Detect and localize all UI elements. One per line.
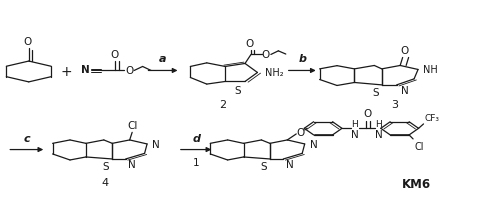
Text: Cl: Cl <box>127 120 138 130</box>
Text: 1: 1 <box>193 157 200 167</box>
Text: N: N <box>80 65 90 75</box>
Text: S: S <box>102 162 109 171</box>
Text: N: N <box>310 139 318 149</box>
Text: S: S <box>260 162 266 171</box>
Text: 4: 4 <box>101 177 108 187</box>
Text: N: N <box>286 160 294 169</box>
Text: CF₃: CF₃ <box>424 113 440 122</box>
Text: +: + <box>60 65 72 79</box>
Text: O: O <box>296 127 304 137</box>
Text: N: N <box>351 130 359 140</box>
Text: O: O <box>262 50 270 60</box>
Text: 3: 3 <box>390 99 398 109</box>
Text: N: N <box>400 86 408 96</box>
Text: KM6: KM6 <box>402 177 431 190</box>
Text: NH₂: NH₂ <box>265 68 283 78</box>
Text: H: H <box>376 119 382 128</box>
Text: c: c <box>24 133 30 143</box>
Text: O: O <box>110 50 119 60</box>
Text: a: a <box>159 54 166 64</box>
Text: b: b <box>298 54 306 64</box>
Text: 2: 2 <box>219 99 226 109</box>
Text: Cl: Cl <box>414 141 424 151</box>
Text: N: N <box>128 160 136 169</box>
Text: N: N <box>375 130 382 140</box>
Text: S: S <box>372 88 378 98</box>
Text: S: S <box>234 86 241 96</box>
Text: O: O <box>400 46 408 56</box>
Text: N: N <box>152 139 160 149</box>
Text: O: O <box>23 37 32 47</box>
Text: O: O <box>246 39 254 49</box>
Text: NH: NH <box>423 65 438 75</box>
Text: H: H <box>352 119 358 128</box>
Text: O: O <box>363 109 372 119</box>
Text: d: d <box>192 133 200 143</box>
Text: O: O <box>125 66 134 76</box>
